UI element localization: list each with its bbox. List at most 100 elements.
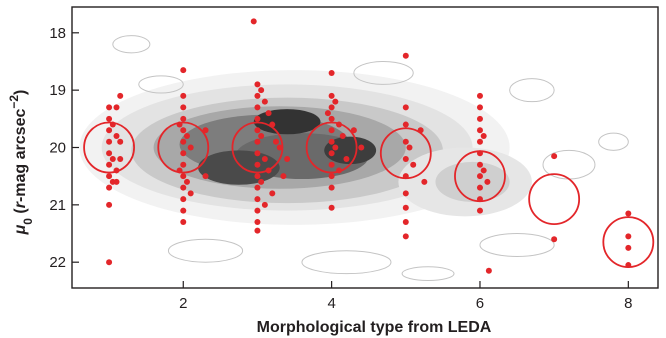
galaxy-point <box>187 190 194 197</box>
galaxy-point <box>480 167 487 174</box>
galaxy-point <box>254 207 261 214</box>
galaxy-point <box>106 138 113 145</box>
galaxy-point <box>180 92 187 99</box>
galaxy-point <box>280 173 287 180</box>
galaxy-point <box>183 178 190 185</box>
galaxy-point <box>269 190 276 197</box>
density-region <box>435 161 510 202</box>
y-tick-label: 21 <box>49 197 66 214</box>
density-region <box>324 136 377 165</box>
galaxy-point <box>402 52 409 59</box>
galaxy-point <box>180 184 187 191</box>
galaxy-point <box>117 138 124 145</box>
galaxy-point <box>328 92 335 99</box>
galaxy-point <box>265 110 272 117</box>
galaxy-point <box>258 87 265 94</box>
galaxy-point <box>117 155 124 162</box>
galaxy-point <box>117 92 124 99</box>
plot-axes: 2 4 6 8 18 19 20 21 22 <box>49 6 659 312</box>
mean-circle <box>602 216 655 269</box>
galaxy-point <box>113 178 120 185</box>
galaxy-point <box>254 81 261 88</box>
mean-circle <box>157 121 210 174</box>
galaxy-point <box>254 150 261 157</box>
galaxy-point <box>332 98 339 105</box>
x-tick-label: 2 <box>179 295 187 312</box>
galaxy-point <box>254 104 261 111</box>
galaxy-point <box>402 104 409 111</box>
galaxy-point <box>328 204 335 211</box>
galaxy-point <box>261 155 268 162</box>
galaxy-point <box>180 67 187 74</box>
galaxy-point <box>476 115 483 122</box>
galaxy-point <box>106 104 113 111</box>
galaxy-point <box>476 138 483 145</box>
galaxy-point <box>476 104 483 111</box>
galaxy-point <box>421 178 428 185</box>
density-contour <box>479 233 555 257</box>
galaxy-point <box>328 138 335 145</box>
galaxy-point <box>254 184 261 191</box>
galaxy-point <box>261 98 268 105</box>
galaxy-point <box>180 219 187 226</box>
galaxy-point <box>272 138 279 145</box>
galaxy-point <box>339 133 346 140</box>
galaxy-point <box>410 161 417 168</box>
galaxy-point <box>254 227 261 234</box>
density-region <box>198 150 280 185</box>
y-tick-label: 20 <box>49 140 66 157</box>
galaxy-point <box>250 18 257 25</box>
density-contour <box>301 250 392 275</box>
galaxy-point <box>180 115 187 122</box>
galaxy-point <box>402 204 409 211</box>
galaxy-point <box>551 236 558 243</box>
galaxy-point <box>254 138 261 145</box>
galaxy-point <box>254 219 261 226</box>
galaxy-point <box>202 173 209 180</box>
mean-circle <box>528 173 581 226</box>
galaxy-point <box>476 173 483 180</box>
galaxy-point <box>332 144 339 151</box>
galaxy-point <box>625 244 632 251</box>
density-contour <box>401 266 455 282</box>
y-axis-title: μ0 (r-mag arcsec−2) <box>7 90 35 236</box>
galaxy-point <box>113 104 120 111</box>
galaxy-point <box>180 104 187 111</box>
mean-circle <box>379 127 432 180</box>
galaxy-point <box>328 115 335 122</box>
y-tick-label: 19 <box>49 82 66 99</box>
x-tick-label: 8 <box>624 295 632 312</box>
galaxy-point <box>258 178 265 185</box>
y-tick-label: 22 <box>49 254 66 271</box>
galaxy-point <box>402 138 409 145</box>
galaxy-point <box>106 127 113 134</box>
galaxy-point <box>113 133 120 140</box>
galaxy-point <box>187 144 194 151</box>
galaxy-point <box>402 233 409 240</box>
x-tick-label: 4 <box>327 295 335 312</box>
galaxy-point <box>484 178 491 185</box>
galaxy-point <box>276 144 283 151</box>
mean-circle <box>305 121 358 174</box>
galaxy-point <box>254 127 261 134</box>
galaxy-point <box>106 161 113 168</box>
galaxy-point <box>485 267 492 274</box>
galaxy-point <box>625 233 632 240</box>
y-tick-label: 18 <box>49 25 66 42</box>
galaxy-point <box>180 196 187 203</box>
galaxy-point <box>254 196 261 203</box>
galaxy-point <box>476 184 483 191</box>
galaxy-point <box>402 219 409 226</box>
galaxy-point <box>358 144 365 151</box>
galaxy-point <box>261 201 268 208</box>
density-contour <box>138 75 184 94</box>
data-marks <box>83 18 655 274</box>
galaxy-point <box>254 115 261 122</box>
density-contour <box>112 35 151 54</box>
mean-circle <box>231 121 284 174</box>
galaxy-point <box>180 207 187 214</box>
galaxy-point <box>254 161 261 168</box>
x-tick-label: 6 <box>476 295 484 312</box>
density-contour <box>598 132 629 151</box>
